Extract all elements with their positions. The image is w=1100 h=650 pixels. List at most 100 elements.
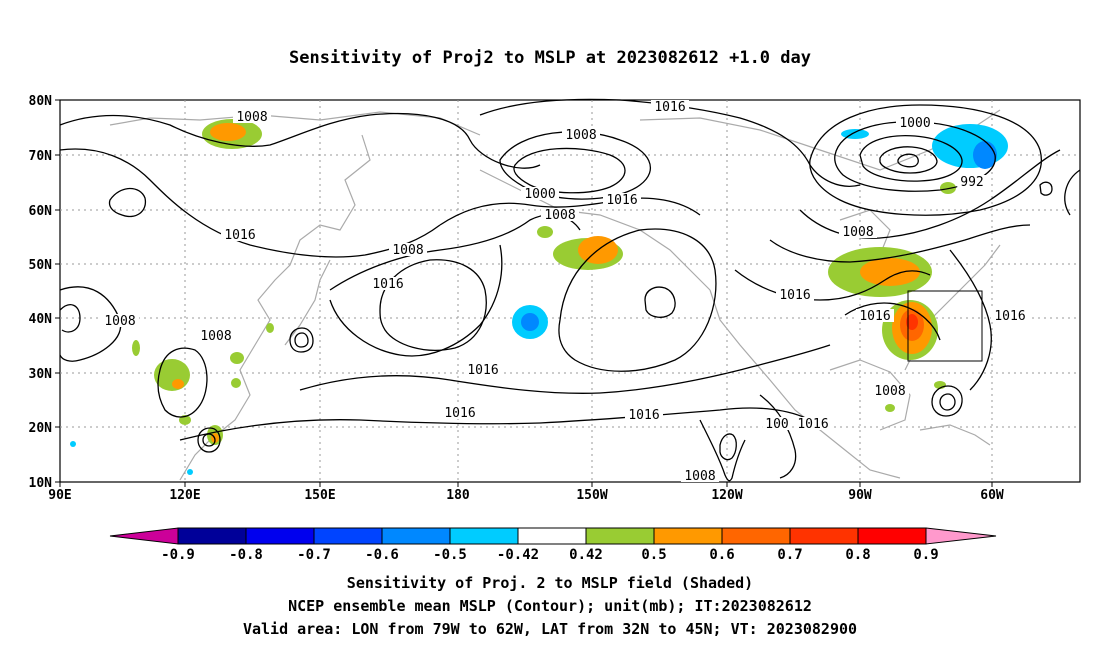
- lon-tick-label: 150E: [304, 488, 335, 503]
- contour-label-bg: [464, 363, 502, 376]
- contour-label-bg: [856, 309, 894, 322]
- contour-line: [513, 147, 626, 194]
- contour-line: [59, 148, 441, 258]
- chart-title: Sensitivity of Proj2 to MSLP at 20230826…: [289, 48, 811, 68]
- colorbar-swatch: [313, 527, 383, 545]
- contour-label: 1008: [874, 384, 905, 399]
- sens-greatlakes-orange: [860, 258, 920, 286]
- mslp-contours: [59, 98, 1081, 482]
- contour-line: [859, 134, 963, 182]
- lat-tick-label: 40N: [29, 312, 53, 327]
- lon-tick-label: 60W: [980, 488, 1004, 503]
- lon-tick-label: 120W: [711, 488, 742, 503]
- contour-line: [294, 332, 309, 348]
- contour-line: [108, 187, 147, 218]
- colorbar-swatch: [381, 527, 451, 545]
- contour-line: [59, 286, 122, 362]
- colorbar-label: -0.9: [161, 547, 195, 563]
- contour-line: [289, 327, 314, 353]
- colorbar-swatch: [177, 527, 247, 545]
- contour-line: [157, 347, 208, 418]
- contour-label: 1008: [236, 110, 267, 125]
- coastline-siberia: [109, 111, 481, 136]
- contour-label: 1016: [779, 288, 810, 303]
- contour-label-bg: [441, 406, 479, 419]
- contour-line: [939, 393, 956, 411]
- contour-label: 1000: [524, 187, 555, 202]
- contour-label-layer: 1008 1016 1008 1000 992 1000 1008 1016 1016 1008 1…: [101, 100, 1029, 484]
- contour-line: [644, 286, 676, 318]
- sens-small-neg-ea: [70, 441, 76, 447]
- lon-tick-label: 150W: [576, 488, 607, 503]
- sens-baffin-neg: [841, 129, 869, 139]
- caption-line-2: NCEP ensemble mean MSLP (Contour); unit(…: [288, 597, 812, 615]
- contour-label-bg: [603, 193, 641, 206]
- lon-tick-label: 180: [446, 488, 470, 503]
- coastline-north-america: [709, 289, 901, 479]
- contour-line: [299, 344, 831, 394]
- sens-china-orange: [172, 379, 184, 389]
- contour-label-bg: [369, 277, 407, 290]
- colorbar-swatch: [585, 527, 655, 545]
- contour-label: 1016: [467, 363, 498, 378]
- contour-label-bg: [871, 384, 909, 397]
- lat-tick-label: 80N: [29, 94, 53, 109]
- longitude-axis: 90E 120E 150E 180 150W 120W 90W 60W: [48, 482, 1004, 503]
- contour-line: [931, 385, 963, 417]
- contour-label: 1016: [797, 417, 828, 432]
- contour-line: [329, 214, 581, 291]
- contour-label: 1016: [224, 228, 255, 243]
- contour-line: [558, 228, 717, 372]
- contour-label: 1008: [565, 128, 596, 143]
- contour-label-bg: [521, 187, 559, 200]
- contour-line: [379, 259, 487, 351]
- lat-tick-label: 60N: [29, 204, 53, 219]
- colorbar-swatch: [789, 527, 859, 545]
- contour-label-bg: [389, 243, 427, 256]
- colorbar-label: 0.5: [641, 547, 666, 563]
- contour-line: [59, 112, 541, 169]
- contour-label-bg: [101, 314, 139, 327]
- sens-aleutian: [537, 226, 553, 238]
- lon-tick-label: 120E: [169, 488, 200, 503]
- colorbar-high-arrow: [925, 527, 997, 545]
- contour-label-bg: [197, 329, 235, 342]
- contour-line: [809, 104, 1042, 216]
- sens-china-small1: [132, 340, 140, 356]
- coastline-japan: [284, 259, 331, 346]
- contour-line: [844, 302, 941, 341]
- valid-area-box: [907, 290, 983, 362]
- sens-mongolia: [266, 323, 274, 333]
- sens-greenland-green: [940, 182, 956, 194]
- sens-npac-neg2: [521, 313, 539, 331]
- coastline-east-asia: [179, 134, 371, 481]
- colorbar-label: 0.8: [845, 547, 870, 563]
- latitude-axis: 80N 70N 60N 50N 40N 30N 20N 10N: [29, 94, 60, 491]
- contour-line: [1064, 169, 1081, 216]
- contour-line: [734, 269, 931, 301]
- contour-label: 1008: [544, 208, 575, 223]
- contour-label-bg: [681, 469, 719, 482]
- colorbar-label: -0.6: [365, 547, 399, 563]
- lon-tick-label: 90W: [848, 488, 872, 503]
- caption-line-3: Valid area: LON from 79W to 62W, LAT fro…: [242, 620, 858, 638]
- contour-label: 100: [765, 417, 788, 432]
- contour-label-bg: [991, 309, 1029, 322]
- colorbar-label: -0.7: [297, 547, 331, 563]
- colorbar-swatch: [245, 527, 315, 545]
- lat-tick-label: 30N: [29, 367, 53, 382]
- contour-label: 1016: [372, 277, 403, 292]
- colorbar-swatch: [653, 527, 723, 545]
- contour-label-bg: [896, 116, 934, 129]
- contour-label-bg: [233, 110, 271, 123]
- contour-label-bg: [562, 128, 600, 141]
- contour-label-bg: [221, 228, 259, 241]
- contour-line: [897, 153, 919, 168]
- contour-line: [179, 407, 811, 441]
- contour-label: 1008: [684, 469, 715, 484]
- lat-tick-label: 20N: [29, 421, 53, 436]
- colorbar-swatch: [517, 527, 587, 545]
- contour-label-bg: [839, 225, 877, 238]
- sens-eastus-core: [906, 314, 918, 330]
- contour-label: 1008: [392, 243, 423, 258]
